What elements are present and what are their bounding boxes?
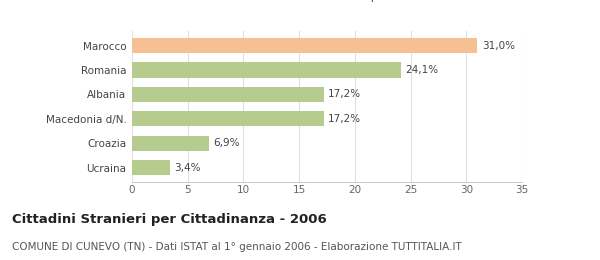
- Bar: [132, 111, 323, 126]
- Text: 17,2%: 17,2%: [328, 89, 361, 99]
- Text: 24,1%: 24,1%: [405, 65, 438, 75]
- Bar: [132, 62, 401, 77]
- Text: 3,4%: 3,4%: [175, 162, 201, 173]
- Bar: [132, 38, 478, 53]
- Text: COMUNE DI CUNEVO (TN) - Dati ISTAT al 1° gennaio 2006 - Elaborazione TUTTITALIA.: COMUNE DI CUNEVO (TN) - Dati ISTAT al 1°…: [12, 242, 462, 252]
- Legend: Africa, Europa: Africa, Europa: [263, 0, 391, 7]
- Text: 31,0%: 31,0%: [482, 41, 515, 51]
- Text: 17,2%: 17,2%: [328, 114, 361, 124]
- Text: 6,9%: 6,9%: [214, 138, 240, 148]
- Bar: [132, 160, 170, 175]
- Text: Cittadini Stranieri per Cittadinanza - 2006: Cittadini Stranieri per Cittadinanza - 2…: [12, 213, 327, 226]
- Bar: [132, 87, 323, 102]
- Bar: [132, 136, 209, 151]
